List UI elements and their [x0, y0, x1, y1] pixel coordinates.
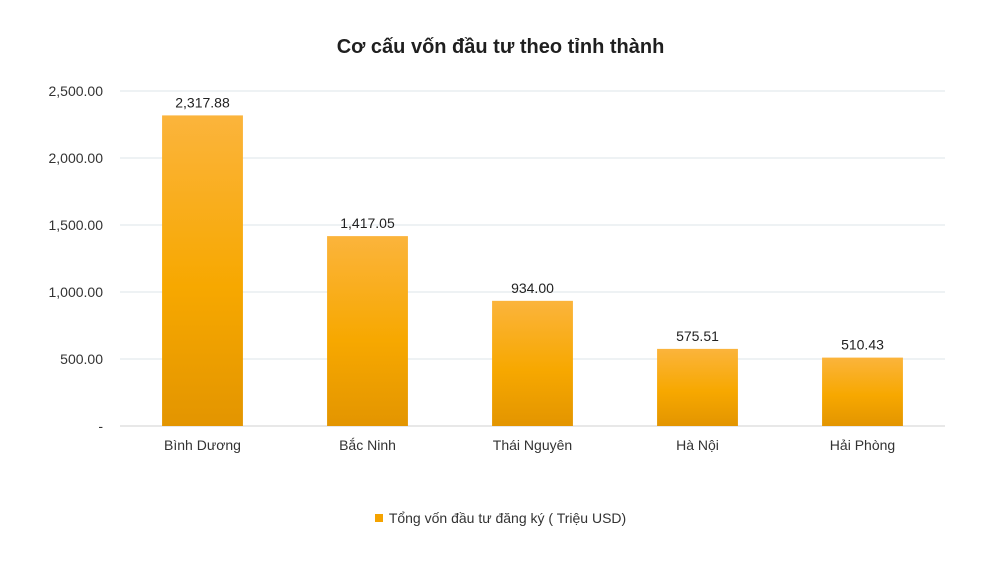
legend-label: Tổng vốn đầu tư đăng ký ( Triệu USD)	[388, 510, 627, 526]
data-label: 934.00	[511, 280, 554, 296]
x-tick-label: Hải Phòng	[830, 437, 895, 453]
data-label: 1,417.05	[340, 215, 395, 231]
x-tick-label: Bắc Ninh	[339, 437, 396, 453]
y-tick-label: 1,500.00	[49, 217, 104, 233]
y-tick-label: 2,500.00	[49, 83, 104, 99]
y-tick-label: -	[98, 418, 103, 434]
data-label: 2,317.88	[175, 94, 230, 110]
x-tick-label: Bình Dương	[164, 437, 241, 453]
bar	[162, 115, 243, 426]
bar	[822, 357, 903, 426]
legend-swatch	[374, 514, 383, 522]
bar	[492, 300, 573, 426]
data-label: 575.51	[676, 328, 719, 344]
data-label: 510.43	[841, 337, 884, 353]
bar	[657, 348, 738, 426]
y-tick-label: 500.00	[60, 351, 103, 367]
chart-title: Cơ cấu vốn đầu tư theo tỉnh thành	[336, 36, 665, 58]
x-tick-label: Thái Nguyên	[493, 437, 572, 453]
y-tick-label: 1,000.00	[49, 284, 104, 300]
legend: Tổng vốn đầu tư đăng ký ( Triệu USD)	[0, 510, 1001, 526]
bar	[327, 236, 408, 426]
x-tick-label: Hà Nội	[676, 437, 719, 453]
y-tick-label: 2,000.00	[49, 150, 104, 166]
